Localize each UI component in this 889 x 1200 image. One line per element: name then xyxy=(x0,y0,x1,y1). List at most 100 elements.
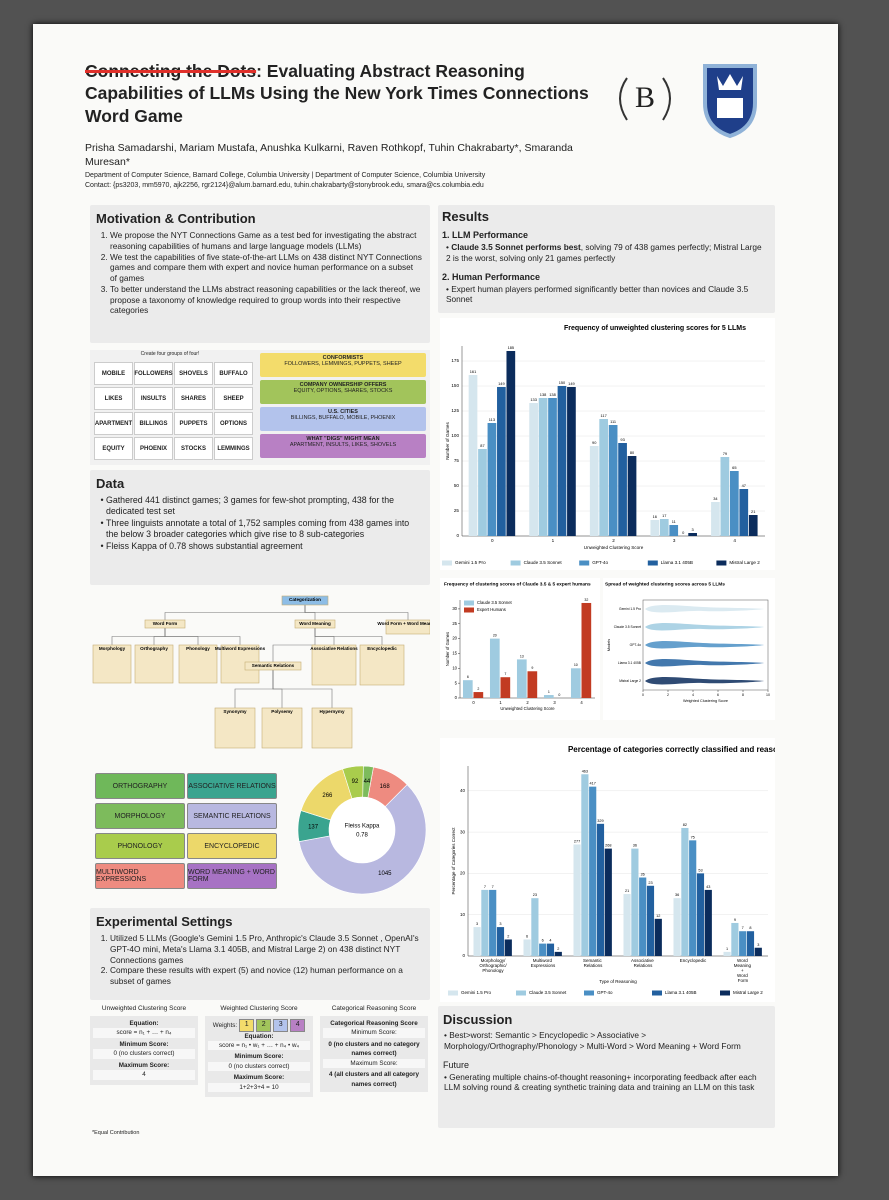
value-label: 0 xyxy=(682,530,685,535)
bar xyxy=(529,403,538,536)
tree-node xyxy=(178,644,218,684)
title: Connecting the Dots: Evaluating Abstract… xyxy=(85,60,595,127)
text: Best>worst: Semantic > Encyclopedic > As… xyxy=(444,1030,741,1051)
crown xyxy=(717,74,743,90)
bar xyxy=(543,695,554,698)
tree-label: Associative Relations xyxy=(310,646,358,651)
value-label: 17 xyxy=(662,513,666,518)
value-label: 149 xyxy=(568,381,575,386)
value-label: 2 xyxy=(477,687,479,691)
bar xyxy=(739,931,747,956)
y-tick-label: 25 xyxy=(452,621,457,626)
legend-swatch xyxy=(442,560,452,566)
word-tile: BUFFALO xyxy=(214,362,253,385)
value-label: 7 xyxy=(492,885,494,889)
x-tick-label: 2 xyxy=(667,693,669,697)
figure: Frequency of clustering scores of Claude… xyxy=(440,578,600,720)
value-label: 10 xyxy=(574,663,578,667)
value-label: 23 xyxy=(533,893,537,897)
legend-label: Mistral Large 2 xyxy=(733,990,763,995)
value-label: 32 xyxy=(584,598,588,602)
highlight: Claude 3.5 Sonnet performs best xyxy=(451,242,581,252)
violin xyxy=(645,622,764,631)
x-tick-label: 0 xyxy=(472,700,475,705)
heading: Results xyxy=(442,209,489,224)
y-tick-label: 125 xyxy=(451,408,459,413)
text: , solving 79 of 438 games perfectly; Mis… xyxy=(446,242,762,263)
model-label: GPT-4o xyxy=(630,643,642,647)
value-label: 13 xyxy=(520,654,524,658)
score-line: Equation: xyxy=(244,1032,274,1040)
laurel xyxy=(619,77,671,121)
category-chip: MORPHOLOGY xyxy=(95,803,185,829)
bar xyxy=(731,922,739,956)
value-label: 111 xyxy=(610,419,616,424)
authors: Prisha Samadarshi, Mariam Mustafa, Anush… xyxy=(85,142,573,169)
legend-label: Gemini 1.5 Pro xyxy=(461,990,492,995)
bar xyxy=(570,668,581,698)
bar xyxy=(669,525,679,536)
heading: Discussion xyxy=(443,1012,513,1027)
tree-node xyxy=(244,661,302,671)
value-label: 16 xyxy=(653,514,657,519)
list-item: To better understand the LLMs abstract r… xyxy=(110,284,422,316)
value-label: 138 xyxy=(549,392,556,397)
word-tile: PHOENIX xyxy=(134,437,173,460)
category-legend: ORTHOGRAPHY ASSOCIATIVE RELATIONS MORPHOLO… xyxy=(95,773,280,893)
score-line: 1+2+3+4 = 10 xyxy=(208,1082,310,1093)
word-tile: SHOVELS xyxy=(174,362,213,385)
y-tick-label: 0 xyxy=(462,953,465,958)
value-label: 3 xyxy=(757,943,759,947)
center-title: Fleiss Kappa xyxy=(345,824,380,830)
score-line: Maximum Score: xyxy=(118,1061,170,1069)
bar xyxy=(489,889,497,956)
y-tick-label: 40 xyxy=(460,788,466,793)
category-chip: ASSOCIATIVE RELATIONS xyxy=(187,773,277,799)
value-label: 7 xyxy=(484,885,486,889)
bar xyxy=(504,939,512,956)
tree-label: Categorization xyxy=(289,597,321,602)
legend-swatch xyxy=(584,990,594,996)
category-chip: SEMANTIC RELATIONS xyxy=(187,803,277,829)
bar xyxy=(659,519,669,536)
legend-label: Claude 3.5 Sonnet xyxy=(477,600,513,605)
group-card: CONFORMISTS FOLLOWERS, LEMMINGS, PUPPETS,… xyxy=(260,353,426,377)
score-box: Categorical Reasoning Score Minimum Score… xyxy=(320,1016,428,1093)
x-axis-label: Type of Reasoning xyxy=(599,979,637,984)
score-column: Weighted Clustering Score Weights: 1 2 3 4 Equ… xyxy=(205,1005,313,1117)
legend-swatch xyxy=(516,990,526,996)
legend-swatch xyxy=(510,560,521,566)
tree-edge xyxy=(272,670,333,708)
tree-edge xyxy=(272,628,316,662)
tree-label: Word Form xyxy=(153,621,177,626)
score-title: Categorical Reasoning Score xyxy=(331,1005,417,1012)
list-item: Compare these results with expert (5) an… xyxy=(110,965,422,987)
tree-node xyxy=(359,644,405,686)
tree-label: Polysemy xyxy=(271,709,293,714)
legend-swatch xyxy=(579,560,590,566)
discussion-text: • Best>worst: Semantic > Encyclopedic > … xyxy=(444,1030,741,1051)
category-chip: ORTHOGRAPHY xyxy=(95,773,185,799)
bar xyxy=(546,943,555,956)
value-label: 34 xyxy=(713,496,718,501)
future-text: • Generating multiple chains-of-thought … xyxy=(444,1071,757,1093)
group-card: COMPANY OWNERSHIP OFFERS EQUITY, OPTIONS,… xyxy=(260,380,426,404)
segment-label: 137 xyxy=(308,824,319,830)
results-panel: Results 1. LLM Performance • Claude 3.5 … xyxy=(438,205,775,313)
violin xyxy=(645,676,764,685)
group-words: EQUITY, OPTIONS, SHARES, STOCKS xyxy=(293,388,393,394)
segment-label: 168 xyxy=(380,784,391,790)
bar xyxy=(581,602,592,698)
motivation-list: We propose the NYT Connections Game as a… xyxy=(96,230,422,316)
value-label: 47 xyxy=(742,483,746,488)
word-tile: LIKES xyxy=(94,387,133,410)
x-axis-label: Weighted Clustering Score xyxy=(683,699,728,703)
value-label: 6 xyxy=(542,939,544,943)
group-words: APARTMENT, INSULTS, LIKES, SHOVELS xyxy=(289,442,397,448)
x-tick-label: Multiword Expressions xyxy=(531,958,556,968)
x-tick-label: Word Meaning + Word Form xyxy=(734,958,753,983)
legend-swatch xyxy=(647,560,658,566)
group-title: WHAT "DIGS" MIGHT MEAN xyxy=(306,436,380,442)
weight: 4 xyxy=(290,1019,306,1032)
legend-label: Expert Humans xyxy=(477,607,506,612)
